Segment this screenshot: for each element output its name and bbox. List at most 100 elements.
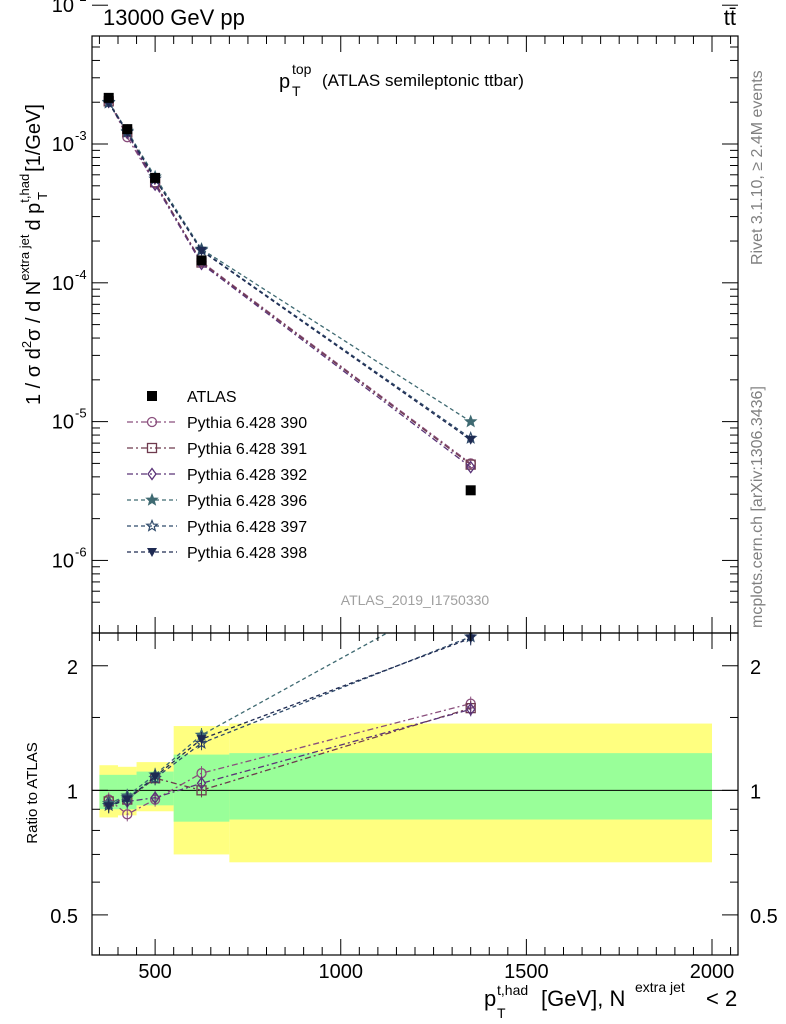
legend-entry: Pythia 6.428 391 xyxy=(127,441,307,458)
ratio-series-point xyxy=(150,772,161,782)
legend-entry: Pythia 6.428 397 xyxy=(127,518,307,536)
xlabel-part-c: < 2 xyxy=(706,986,737,1011)
rivet-version-label: Rivet 3.1.10, ≥ 2.4M events xyxy=(749,70,766,265)
main-series-line xyxy=(108,100,472,466)
atlas-data-point xyxy=(122,124,133,135)
legend-marker xyxy=(146,416,158,428)
main-series-point xyxy=(196,246,207,256)
xlabel-sup-thad: t,had xyxy=(497,982,528,998)
legend-label: Pythia 6.428 390 xyxy=(187,415,307,432)
ratio-frame xyxy=(91,632,739,956)
ylabel-sub-T: T xyxy=(35,192,50,200)
ratio-y-axis-label: Ratio to ATLAS xyxy=(24,742,41,843)
title-text: (ATLAS semileptonic ttbar) xyxy=(322,71,524,90)
main-y-tick-label: 10 xyxy=(52,0,74,17)
main-y-tick-label: 10 xyxy=(52,134,74,156)
ratio-series-point xyxy=(150,791,160,805)
main-y-axis-label: 1 / σ d2σ / d Nextra jet d pt,had T [1/GeV] xyxy=(17,104,50,405)
main-data-points xyxy=(103,92,476,496)
atlas-data-point xyxy=(150,172,161,183)
legend: ATLAS Pythia 6.428 390 Pythia 6.428 391 Pyt… xyxy=(127,389,307,562)
xlabel-sub-T: T xyxy=(497,1005,506,1021)
ylabel-sup-2: 2 xyxy=(19,341,34,348)
main-y-tick-exponent: -6 xyxy=(75,544,87,559)
main-axes: 10-210-310-410-510-6 xyxy=(52,0,738,633)
ratio-series-point xyxy=(122,795,133,805)
ratio-axes: 0.5 0.5 1 1 2 2 500 1000 1500 2000 xyxy=(50,633,778,983)
ratio-series-point xyxy=(465,702,476,716)
x-tick-label: 1000 xyxy=(318,961,363,983)
title-symbol: p xyxy=(279,71,290,93)
ratio-series-line xyxy=(108,637,471,807)
main-series-line xyxy=(108,101,472,423)
title-subscript: T xyxy=(292,83,301,99)
legend-marker xyxy=(147,467,157,481)
xlabel-symbol: p xyxy=(484,986,496,1011)
main-series-line xyxy=(108,102,472,441)
main-series-line xyxy=(108,101,472,468)
main-frame xyxy=(91,35,739,634)
legend-marker xyxy=(147,548,157,557)
ratio-y-tick-label-right: 1 xyxy=(750,781,761,803)
main-series-line xyxy=(108,100,472,464)
atlas-data-point xyxy=(465,485,476,496)
main-series-line xyxy=(108,102,472,439)
legend-entry: Pythia 6.428 398 xyxy=(127,545,307,562)
atlas-data-point xyxy=(196,255,207,266)
svg-text:1 / σ d2σ / d Nextra jetd pt,h: 1 / σ d2σ / d Nextra jet d pt,had T [1/GeV] xyxy=(17,104,50,405)
ylabel-part-c: d p xyxy=(23,203,45,231)
main-y-tick-label: 10 xyxy=(52,273,74,295)
main-y-tick-label: 10 xyxy=(52,412,74,434)
legend-label: Pythia 6.428 396 xyxy=(187,493,307,510)
ylabel-sup-extra: extra jet xyxy=(17,234,32,281)
ratio-series-point xyxy=(465,582,475,592)
main-y-tick-exponent: -4 xyxy=(75,267,87,282)
legend-marker xyxy=(145,518,159,532)
main-series-point xyxy=(463,414,478,428)
main-series-point xyxy=(465,435,476,445)
atlas-data-point xyxy=(103,92,114,103)
legend-entry: Pythia 6.428 392 xyxy=(127,467,307,484)
legend-label: ATLAS xyxy=(187,389,237,406)
ylabel-part-d: [1/GeV] xyxy=(23,104,45,172)
ylabel-part-a: 1 / σ d xyxy=(23,348,45,405)
xlabel-part-b: [GeV], N xyxy=(541,986,625,1011)
x-tick-label: 500 xyxy=(138,961,171,983)
xlabel-sup-extra: extra jet xyxy=(635,979,685,995)
ratio-y-tick-label: 2 xyxy=(67,657,78,679)
ratio-uncertainty-bands xyxy=(99,723,713,863)
legend-label: Pythia 6.428 392 xyxy=(187,467,307,484)
ratio-series-point xyxy=(196,776,207,790)
x-tick-label: 2000 xyxy=(690,961,735,983)
ratio-series-point xyxy=(196,735,207,745)
legend-label: Pythia 6.428 398 xyxy=(187,545,307,562)
ratio-y-tick-label-right: 0.5 xyxy=(750,906,778,928)
ratio-series-point xyxy=(122,809,133,820)
ratio-series-line xyxy=(108,633,389,805)
ylabel-sup-thad: t,had xyxy=(17,174,32,203)
main-panel: 10-210-310-410-510-6 xyxy=(52,0,739,634)
ratio-band-green xyxy=(229,753,713,820)
ylabel-part-b: σ / d N xyxy=(23,281,45,341)
ratio-series-lines xyxy=(101,582,478,822)
ratio-series-point xyxy=(103,802,114,812)
analysis-watermark: ATLAS_2019_I1750330 xyxy=(341,592,490,608)
mcplots-reference-label: mcplots.cern.ch [arXiv:1306.3436] xyxy=(749,386,766,628)
ratio-y-tick-label: 0.5 xyxy=(50,906,78,928)
legend-marker xyxy=(147,391,157,401)
header-process-label: tt̄ xyxy=(724,5,736,30)
ratio-series-line xyxy=(108,702,471,816)
x-axis-label: p t,had T [GeV], N extra jet < 2 xyxy=(484,979,737,1021)
ratio-y-tick-label: 1 xyxy=(67,781,78,803)
legend-entry: ATLAS xyxy=(147,389,237,406)
legend-marker xyxy=(145,492,159,506)
chart-title: p top T (ATLAS semileptonic ttbar) xyxy=(279,61,524,99)
legend-marker xyxy=(146,442,158,454)
main-y-tick-label: 10 xyxy=(52,550,74,572)
ratio-y-tick-label-right: 2 xyxy=(750,657,761,679)
legend-entry: Pythia 6.428 396 xyxy=(127,492,307,510)
legend-label: Pythia 6.428 391 xyxy=(187,441,307,458)
main-series-point xyxy=(465,459,476,470)
header-energy-label: 13000 GeV pp xyxy=(103,5,245,30)
